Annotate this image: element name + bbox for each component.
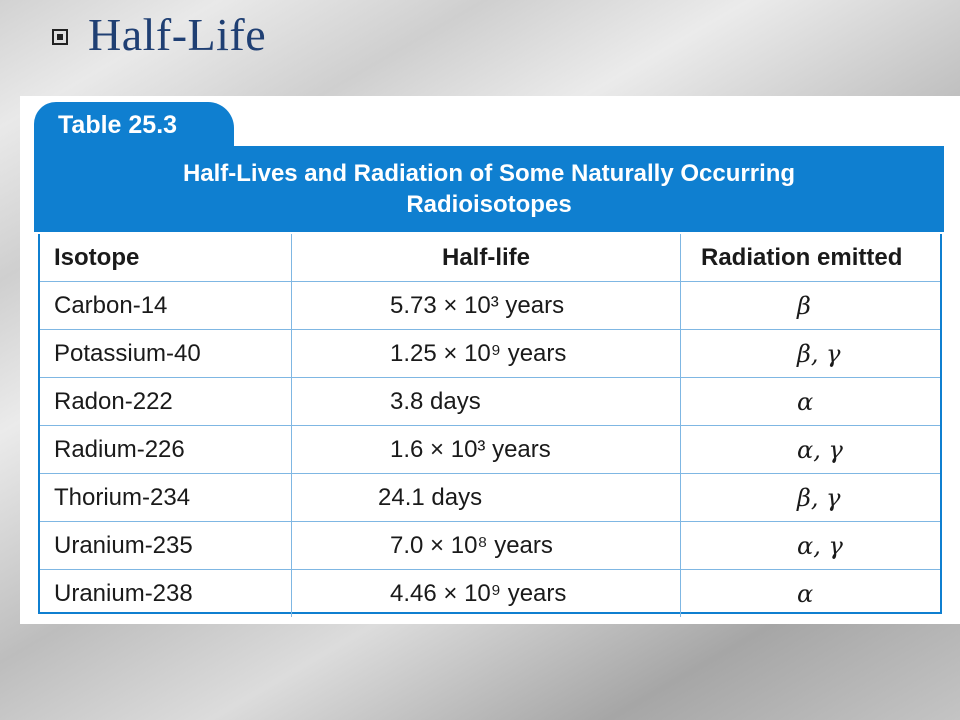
square-bullet-icon (52, 29, 68, 45)
half-life-cell: 24.1 days (291, 473, 681, 522)
slide-title: Half-Life (88, 8, 267, 60)
table-figure: Table 25.3 Half-Lives and Radiation of S… (20, 96, 960, 624)
half-life-cell: 5.73 × 10³ years (291, 281, 681, 330)
isotope-cell: Thorium-234 (40, 473, 292, 522)
isotope-cell: Carbon-14 (40, 281, 292, 330)
table-row: Uranium-235 7.0 × 10⁸ years α, γ (40, 521, 940, 570)
table-caption: Half-Lives and Radiation of Some Natural… (34, 146, 944, 232)
table-caption-line-2: Radioisotopes (406, 191, 572, 218)
half-life-cell: 7.0 × 10⁸ years (291, 521, 681, 570)
header-isotope: Isotope (40, 234, 292, 282)
radiation-cell: α, γ (680, 425, 940, 474)
table-caption-line-1: Half-Lives and Radiation of Some Natural… (182, 160, 796, 187)
half-life-cell: 1.6 × 10³ years (291, 425, 681, 474)
isotope-cell: Uranium-238 (40, 569, 292, 617)
header-radiation: Radiation emitted (680, 234, 940, 282)
isotope-cell: Potassium-40 (40, 329, 292, 378)
isotope-cell: Uranium-235 (40, 521, 292, 570)
isotope-cell: Radium-226 (40, 425, 292, 474)
isotope-table: Isotope Half-life Radiation emitted Carb… (40, 234, 940, 617)
radiation-cell: β (680, 281, 940, 330)
radiation-cell: α (680, 377, 940, 426)
radiation-cell: β, γ (680, 473, 940, 522)
slide-header: Half-Life (52, 4, 266, 64)
radiation-cell: α (680, 569, 940, 617)
table-row: Thorium-234 24.1 days β, γ (40, 473, 940, 522)
header-half-life: Half-life (291, 234, 681, 282)
half-life-cell: 1.25 × 10⁹ years (291, 329, 681, 378)
table-grid: Isotope Half-life Radiation emitted Carb… (38, 234, 942, 617)
isotope-cell: Radon-222 (40, 377, 292, 426)
table-header-row: Isotope Half-life Radiation emitted (40, 234, 940, 282)
table-number-tab: Table 25.3 (34, 102, 234, 150)
table-row: Uranium-238 4.46 × 10⁹ years α (40, 569, 940, 617)
table-row: Carbon-14 5.73 × 10³ years β (40, 281, 940, 330)
half-life-cell: 4.46 × 10⁹ years (291, 569, 681, 617)
table-row: Radon-222 3.8 days α (40, 377, 940, 426)
half-life-cell: 3.8 days (291, 377, 681, 426)
radiation-cell: α, γ (680, 521, 940, 570)
table-row: Potassium-40 1.25 × 10⁹ years β, γ (40, 329, 940, 378)
table-row: Radium-226 1.6 × 10³ years α, γ (40, 425, 940, 474)
radiation-cell: β, γ (680, 329, 940, 378)
